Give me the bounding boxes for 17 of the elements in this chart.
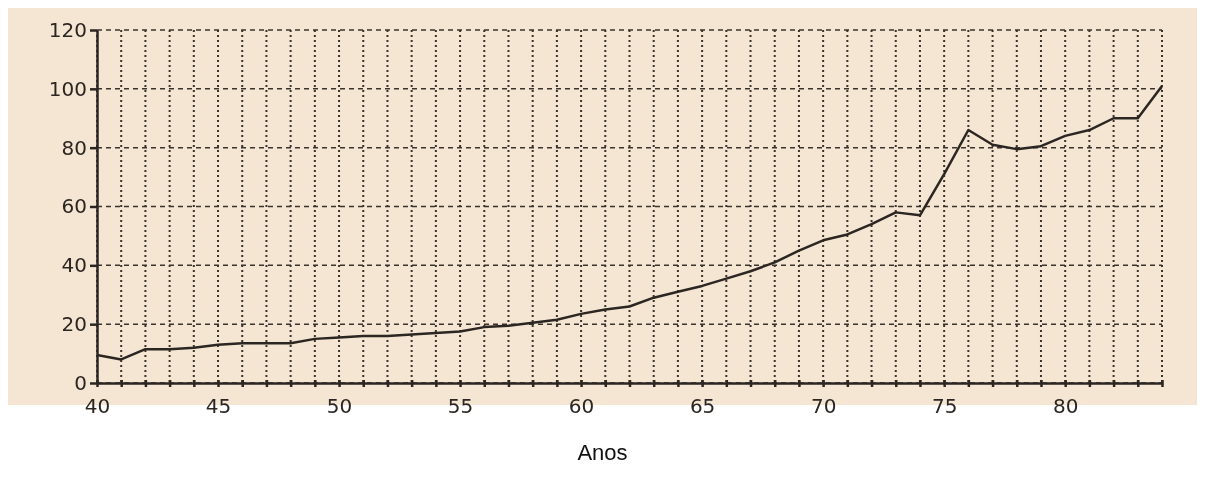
- y-tick-label: 20: [61, 312, 87, 337]
- x-tick-label: 55: [447, 394, 474, 418]
- x-tick-label: 60: [568, 394, 595, 418]
- y-tick-label: 40: [61, 253, 87, 278]
- x-tick-label: 65: [689, 394, 716, 418]
- y-tick-label: 60: [61, 194, 87, 219]
- y-tick-label: 120: [48, 17, 87, 42]
- x-tick-label: 40: [84, 394, 111, 418]
- y-tick-label: 0: [74, 370, 87, 395]
- y-tick-label: 80: [61, 135, 87, 160]
- x-tick-label: 75: [931, 394, 958, 418]
- x-tick-label: 45: [205, 394, 232, 418]
- y-tick-label: 100: [48, 76, 87, 101]
- x-tick-label: 50: [326, 394, 353, 418]
- x-axis-title: Anos: [577, 440, 628, 465]
- x-tick-label: 70: [810, 394, 837, 418]
- x-tick-label: 80: [1052, 394, 1079, 418]
